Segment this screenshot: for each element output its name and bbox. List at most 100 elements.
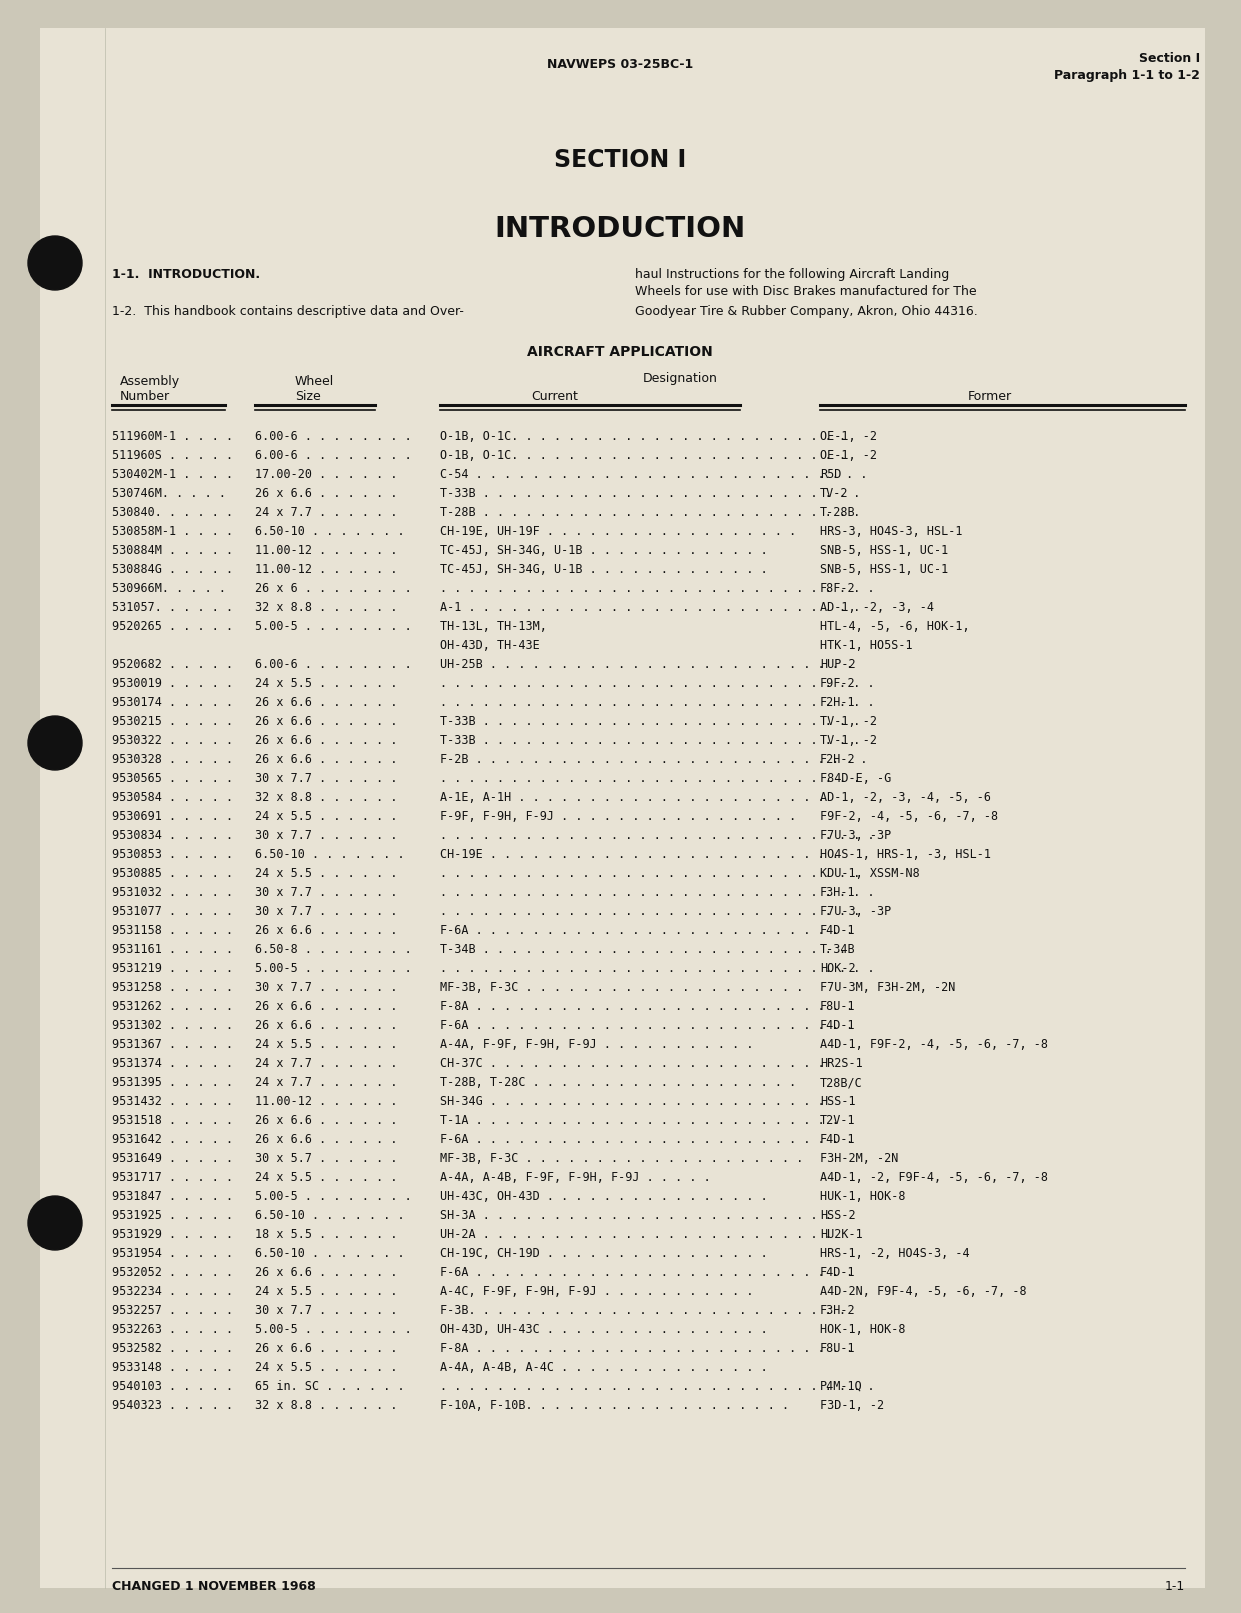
Text: F-6A . . . . . . . . . . . . . . . . . . . . . . . . . . .: F-6A . . . . . . . . . . . . . . . . . .… [441, 1132, 854, 1145]
Text: 9532582 . . . . .: 9532582 . . . . . [112, 1342, 233, 1355]
Text: Assembly: Assembly [120, 374, 180, 389]
Text: F7U-3, -3P: F7U-3, -3P [820, 905, 891, 918]
Text: SECTION I: SECTION I [553, 148, 686, 173]
Text: HSS-2: HSS-2 [820, 1210, 855, 1223]
Text: F-9F, F-9H, F-9J . . . . . . . . . . . . . . . . .: F-9F, F-9H, F-9J . . . . . . . . . . . .… [441, 810, 797, 823]
Text: F-6A . . . . . . . . . . . . . . . . . . . . . . . . . . .: F-6A . . . . . . . . . . . . . . . . . .… [441, 924, 854, 937]
Text: F4D-1: F4D-1 [820, 1266, 855, 1279]
Text: 26 x 6.6 . . . . . .: 26 x 6.6 . . . . . . [254, 695, 397, 710]
Text: 6.00-6 . . . . . . . .: 6.00-6 . . . . . . . . [254, 448, 412, 461]
Text: 24 x 7.7 . . . . . .: 24 x 7.7 . . . . . . [254, 506, 397, 519]
Text: 511960S . . . . .: 511960S . . . . . [112, 448, 233, 461]
Text: F-8A . . . . . . . . . . . . . . . . . . . . . . . . . . .: F-8A . . . . . . . . . . . . . . . . . .… [441, 1000, 854, 1013]
Circle shape [29, 716, 82, 769]
Text: 32 x 8.8 . . . . . .: 32 x 8.8 . . . . . . [254, 602, 397, 615]
Text: T-34B: T-34B [820, 944, 855, 957]
Text: CH-19E, UH-19F . . . . . . . . . . . . . . . . . .: CH-19E, UH-19F . . . . . . . . . . . . .… [441, 524, 797, 539]
Text: 24 x 5.5 . . . . . .: 24 x 5.5 . . . . . . [254, 868, 397, 881]
Text: 1-1.  INTRODUCTION.: 1-1. INTRODUCTION. [112, 268, 261, 281]
Text: HUP-2: HUP-2 [820, 658, 855, 671]
Text: AIRCRAFT APPLICATION: AIRCRAFT APPLICATION [527, 345, 712, 360]
Text: 9530584 . . . . .: 9530584 . . . . . [112, 790, 233, 803]
Text: 9531219 . . . . .: 9531219 . . . . . [112, 961, 233, 974]
Text: SNB-5, HSS-1, UC-1: SNB-5, HSS-1, UC-1 [820, 563, 948, 576]
Text: F-6A . . . . . . . . . . . . . . . . . . . . . . . . . . .: F-6A . . . . . . . . . . . . . . . . . .… [441, 1266, 854, 1279]
Text: HRS-3, HO4S-3, HSL-1: HRS-3, HO4S-3, HSL-1 [820, 524, 963, 539]
Text: 6.50-8 . . . . . . . .: 6.50-8 . . . . . . . . [254, 944, 412, 957]
Text: Goodyear Tire & Rubber Company, Akron, Ohio 44316.: Goodyear Tire & Rubber Company, Akron, O… [635, 305, 978, 318]
Text: Current: Current [531, 390, 578, 403]
Text: T-33B . . . . . . . . . . . . . . . . . . . . . . . . . . .: T-33B . . . . . . . . . . . . . . . . . … [441, 487, 860, 500]
Text: 9540103 . . . . .: 9540103 . . . . . [112, 1381, 233, 1394]
Text: 530858M-1 . . . .: 530858M-1 . . . . [112, 524, 233, 539]
Text: 24 x 7.7 . . . . . .: 24 x 7.7 . . . . . . [254, 1057, 397, 1069]
Text: CH-37C . . . . . . . . . . . . . . . . . . . . . . . .: CH-37C . . . . . . . . . . . . . . . . .… [441, 1057, 825, 1069]
Text: O-1B, O-1C. . . . . . . . . . . . . . . . . . . . . . . .: O-1B, O-1C. . . . . . . . . . . . . . . … [441, 431, 846, 444]
Text: HUK-1, HOK-8: HUK-1, HOK-8 [820, 1190, 906, 1203]
Text: F3H-2: F3H-2 [820, 1303, 855, 1316]
Text: 26 x 6.6 . . . . . .: 26 x 6.6 . . . . . . [254, 753, 397, 766]
Text: 24 x 5.5 . . . . . .: 24 x 5.5 . . . . . . [254, 1286, 397, 1298]
Text: 530840. . . . . .: 530840. . . . . . [112, 506, 233, 519]
Text: 9531077 . . . . .: 9531077 . . . . . [112, 905, 233, 918]
Text: 32 x 8.8 . . . . . .: 32 x 8.8 . . . . . . [254, 1398, 397, 1411]
Text: 26 x 6.6 . . . . . .: 26 x 6.6 . . . . . . [254, 715, 397, 727]
Text: A4D-1, -2, F9F-4, -5, -6, -7, -8: A4D-1, -2, F9F-4, -5, -6, -7, -8 [820, 1171, 1047, 1184]
Text: 9531158 . . . . .: 9531158 . . . . . [112, 924, 233, 937]
Text: 26 x 6.6 . . . . . .: 26 x 6.6 . . . . . . [254, 1342, 397, 1355]
Text: T-33B . . . . . . . . . . . . . . . . . . . . . . . . . . .: T-33B . . . . . . . . . . . . . . . . . … [441, 715, 860, 727]
Text: AD-1, -2, -3, -4, -5, -6: AD-1, -2, -3, -4, -5, -6 [820, 790, 992, 803]
Text: 30 x 5.7 . . . . . .: 30 x 5.7 . . . . . . [254, 1152, 397, 1165]
Text: Wheel: Wheel [295, 374, 334, 389]
Text: 9531258 . . . . .: 9531258 . . . . . [112, 981, 233, 994]
Text: 5.00-5 . . . . . . . .: 5.00-5 . . . . . . . . [254, 1190, 412, 1203]
Text: 9531717 . . . . .: 9531717 . . . . . [112, 1171, 233, 1184]
Text: 11.00-12 . . . . . .: 11.00-12 . . . . . . [254, 544, 397, 556]
Text: F-6A . . . . . . . . . . . . . . . . . . . . . . . . . . .: F-6A . . . . . . . . . . . . . . . . . .… [441, 1019, 854, 1032]
Text: 26 x 6.6 . . . . . .: 26 x 6.6 . . . . . . [254, 1132, 397, 1145]
Text: 9532257 . . . . .: 9532257 . . . . . [112, 1303, 233, 1316]
Text: A-1E, A-1H . . . . . . . . . . . . . . . . . . . . . .: A-1E, A-1H . . . . . . . . . . . . . . .… [441, 790, 825, 803]
Text: 9532052 . . . . .: 9532052 . . . . . [112, 1266, 233, 1279]
Text: 9531432 . . . . .: 9531432 . . . . . [112, 1095, 233, 1108]
Text: 9533148 . . . . .: 9533148 . . . . . [112, 1361, 233, 1374]
Text: 30 x 7.7 . . . . . .: 30 x 7.7 . . . . . . [254, 886, 397, 898]
Text: INTRODUCTION: INTRODUCTION [494, 215, 746, 244]
Text: Wheels for use with Disc Brakes manufactured for The: Wheels for use with Disc Brakes manufact… [635, 286, 977, 298]
Text: 11.00-12 . . . . . .: 11.00-12 . . . . . . [254, 1095, 397, 1108]
Text: 24 x 5.5 . . . . . .: 24 x 5.5 . . . . . . [254, 810, 397, 823]
Text: 530746M. . . . .: 530746M. . . . . [112, 487, 226, 500]
Text: 26 x 6.6 . . . . . .: 26 x 6.6 . . . . . . [254, 924, 397, 937]
Text: 530884M . . . . .: 530884M . . . . . [112, 544, 233, 556]
Text: 6.00-6 . . . . . . . .: 6.00-6 . . . . . . . . [254, 658, 412, 671]
Text: F4D-1: F4D-1 [820, 1019, 855, 1032]
Text: 9531032 . . . . .: 9531032 . . . . . [112, 886, 233, 898]
Text: . . . . . . . . . . . . . . . . . . . . . . . . . . . . . . .: . . . . . . . . . . . . . . . . . . . . … [441, 886, 875, 898]
Text: 9531847 . . . . .: 9531847 . . . . . [112, 1190, 233, 1203]
Text: 9531395 . . . . .: 9531395 . . . . . [112, 1076, 233, 1089]
Text: 9520682 . . . . .: 9520682 . . . . . [112, 658, 233, 671]
Text: F4D-1: F4D-1 [820, 1132, 855, 1145]
Text: Size: Size [295, 390, 320, 403]
Text: 530402M-1 . . . .: 530402M-1 . . . . [112, 468, 233, 481]
Text: A-1 . . . . . . . . . . . . . . . . . . . . . . . . . . . .: A-1 . . . . . . . . . . . . . . . . . . … [441, 602, 860, 615]
Text: HU2K-1: HU2K-1 [820, 1227, 862, 1240]
Text: 26 x 6.6 . . . . . .: 26 x 6.6 . . . . . . [254, 1000, 397, 1013]
Text: Former: Former [968, 390, 1013, 403]
Text: 9530853 . . . . .: 9530853 . . . . . [112, 848, 233, 861]
Text: 5.00-5 . . . . . . . .: 5.00-5 . . . . . . . . [254, 961, 412, 974]
Text: F-2B . . . . . . . . . . . . . . . . . . . . . . . . . . . .: F-2B . . . . . . . . . . . . . . . . . .… [441, 753, 867, 766]
Text: 9531262 . . . . .: 9531262 . . . . . [112, 1000, 233, 1013]
Text: HTK-1, HO5S-1: HTK-1, HO5S-1 [820, 639, 912, 652]
Text: R5D: R5D [820, 468, 841, 481]
Text: 26 x 6.6 . . . . . .: 26 x 6.6 . . . . . . [254, 487, 397, 500]
Text: 9531302 . . . . .: 9531302 . . . . . [112, 1019, 233, 1032]
Text: 30 x 7.7 . . . . . .: 30 x 7.7 . . . . . . [254, 773, 397, 786]
Text: F7U-3M, F3H-2M, -2N: F7U-3M, F3H-2M, -2N [820, 981, 956, 994]
Text: F7U-3, -3P: F7U-3, -3P [820, 829, 891, 842]
Text: A-4A, F-9F, F-9H, F-9J . . . . . . . . . . .: A-4A, F-9F, F-9H, F-9J . . . . . . . . .… [441, 1039, 753, 1052]
Text: TH-13L, TH-13M,: TH-13L, TH-13M, [441, 619, 547, 632]
Circle shape [29, 235, 82, 290]
Text: . . . . . . . . . . . . . . . . . . . . . . . . . . . . . . .: . . . . . . . . . . . . . . . . . . . . … [441, 695, 875, 710]
Text: P4M-1Q: P4M-1Q [820, 1381, 862, 1394]
